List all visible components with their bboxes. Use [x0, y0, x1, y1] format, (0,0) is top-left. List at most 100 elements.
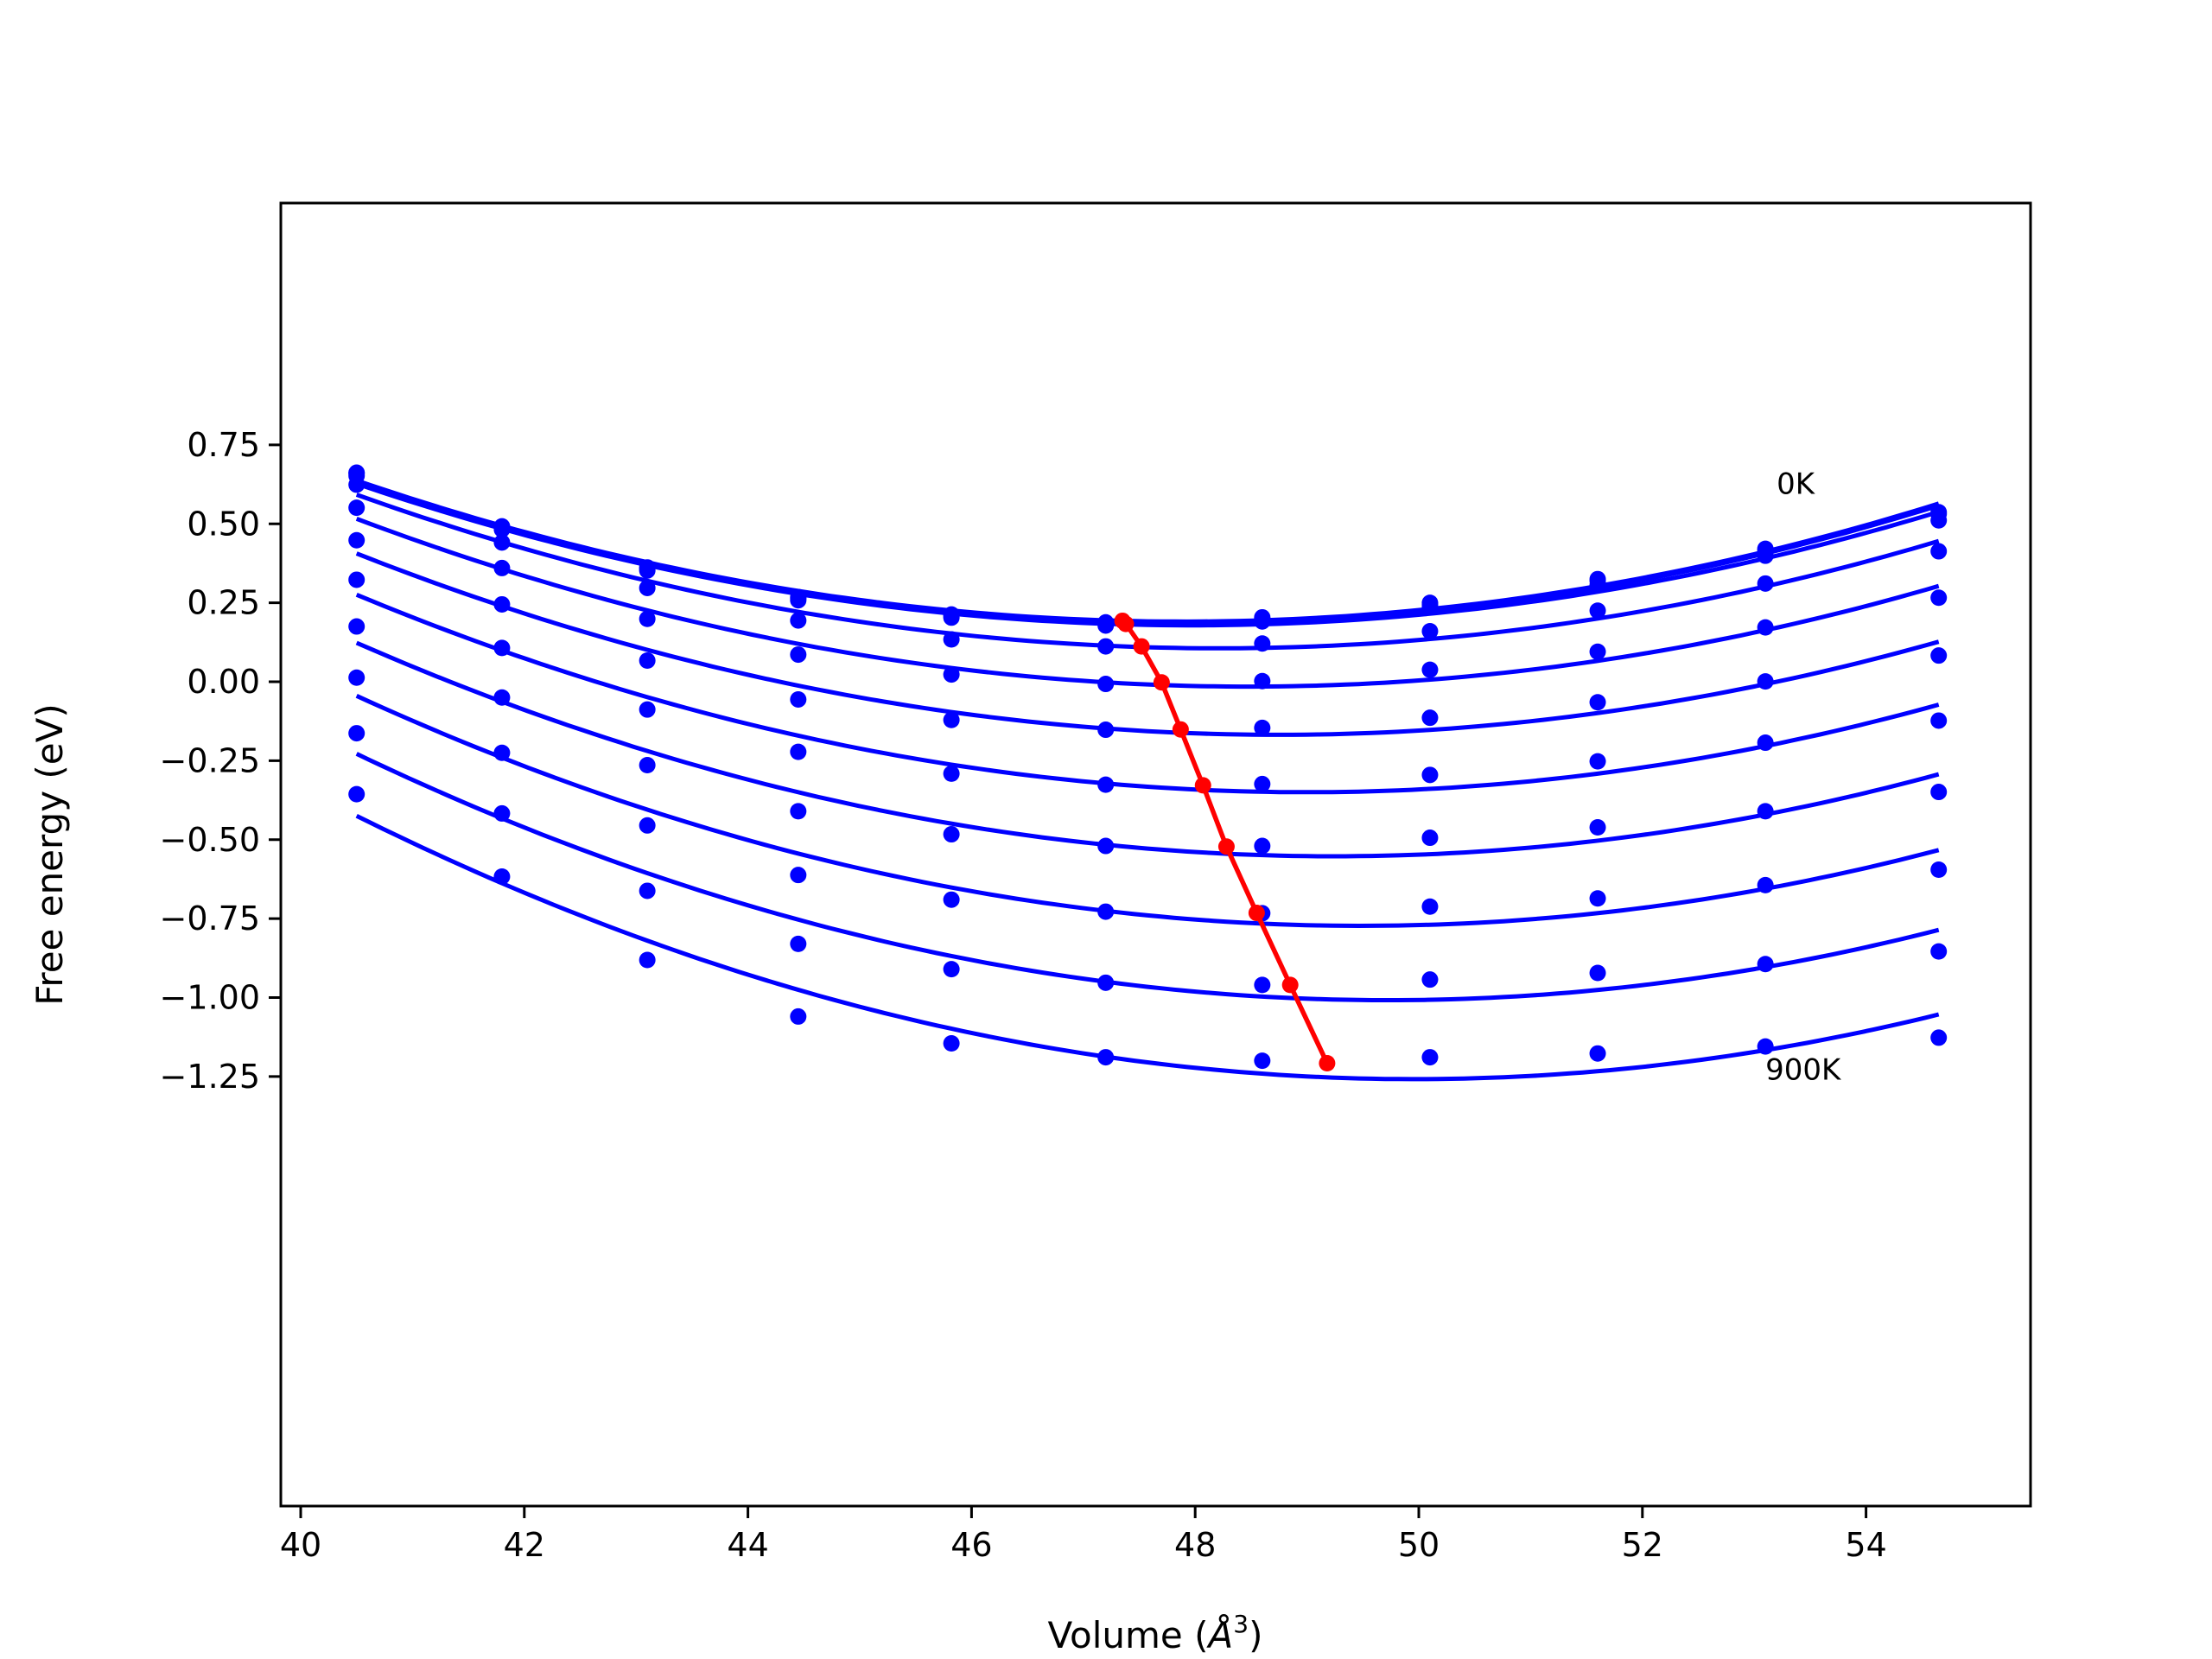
series-7-point-7 — [1421, 830, 1439, 847]
series-9-point-4 — [943, 961, 960, 978]
series-7-point-9 — [1757, 803, 1774, 820]
minima-point-6 — [1217, 838, 1235, 855]
series-9-point-5 — [1097, 974, 1115, 991]
series-7-point-0 — [348, 618, 365, 635]
y-tick-label-6: −0.75 — [160, 899, 260, 938]
series-3-point-1 — [493, 534, 511, 551]
series-6-point-6 — [1254, 775, 1271, 792]
series-6-point-8 — [1589, 753, 1606, 770]
series-2-point-4 — [943, 609, 960, 626]
series-9-point-7 — [1421, 971, 1439, 988]
series-8-point-8 — [1589, 890, 1606, 907]
series-6-point-4 — [943, 765, 960, 782]
y-tick-label-4: −0.25 — [160, 741, 260, 779]
axes: 40 42 44 46 48 50 52 54 0.75 0.50 0.25 0.00 −0.25 −0.… — [160, 426, 1887, 1564]
series-4-point-9 — [1757, 619, 1774, 636]
series-2-point-3 — [790, 592, 807, 609]
series-10-point-6 — [1254, 1052, 1271, 1070]
series-5-point-10 — [1930, 647, 1948, 664]
series-7-point-5 — [1097, 837, 1115, 855]
series-4-point-1 — [493, 559, 511, 576]
series-8-point-0 — [348, 669, 365, 686]
series-6-point-7 — [1421, 766, 1439, 784]
series-6-point-1 — [493, 639, 511, 657]
x-tick-label-0: 40 — [280, 1526, 321, 1564]
series-9-point-10 — [1930, 943, 1948, 960]
series-10-point-4 — [943, 1034, 960, 1052]
series-4-point-5 — [1097, 676, 1115, 693]
series-8-point-5 — [1097, 903, 1115, 920]
series-3-point-9 — [1757, 575, 1774, 592]
series-3-point-10 — [1930, 543, 1948, 560]
y-tick-label-7: −1.00 — [160, 979, 260, 1017]
series-6-point-3 — [790, 743, 807, 760]
series-6-point-9 — [1757, 734, 1774, 752]
series-3-point-3 — [790, 612, 807, 629]
series-10 — [348, 785, 1948, 1082]
series-7-point-4 — [943, 826, 960, 843]
series-3-point-7 — [1421, 623, 1439, 640]
series-7 — [348, 618, 1948, 859]
series-2-point-1 — [493, 521, 511, 538]
minima-line — [1121, 619, 1330, 1065]
series-7-point-8 — [1589, 818, 1606, 836]
minima-point-5 — [1194, 777, 1211, 794]
series-10-point-2 — [639, 951, 656, 969]
x-tick-label-1: 42 — [504, 1526, 545, 1564]
series-6 — [348, 571, 1948, 795]
annotations: 0K 900K — [1765, 467, 1842, 1088]
series-3-point-6 — [1254, 635, 1271, 652]
series-9-point-1 — [493, 804, 511, 822]
y-axis-label: Free energy (eV) — [29, 703, 71, 1006]
series-4-point-10 — [1930, 589, 1948, 607]
series-4-point-4 — [943, 666, 960, 683]
minima-series — [1114, 612, 1336, 1072]
series-7-fit-curve — [355, 640, 1940, 859]
series-5-point-3 — [790, 690, 807, 708]
x-tick-label-5: 50 — [1398, 1526, 1440, 1564]
annotation-0: 0K — [1777, 467, 1816, 502]
series-5-point-0 — [348, 531, 365, 549]
series-10-point-3 — [790, 1007, 807, 1025]
y-tick-label-3: 0.00 — [187, 663, 260, 701]
series-6-fit-curve — [355, 592, 1940, 795]
series-7-point-2 — [639, 756, 656, 773]
series-7-point-1 — [493, 689, 511, 706]
series-2-fit-curve — [355, 481, 1940, 628]
series-9-point-6 — [1254, 976, 1271, 994]
series-4-fit-curve — [355, 517, 1940, 690]
series-9-point-0 — [348, 725, 365, 742]
series-8-point-4 — [943, 891, 960, 908]
series-6-point-5 — [1097, 776, 1115, 793]
series-7-point-10 — [1930, 784, 1948, 801]
plot-frame — [279, 201, 2032, 1508]
series-5-point-9 — [1757, 673, 1774, 690]
series-5-fit-curve — [355, 551, 1940, 737]
series-3-point-4 — [943, 631, 960, 648]
series-2-point-9 — [1757, 547, 1774, 564]
series-8-point-3 — [790, 867, 807, 884]
series-2-point-2 — [639, 562, 656, 579]
minima-point-8 — [1281, 976, 1299, 994]
series-8-point-7 — [1421, 898, 1439, 915]
series-7-point-3 — [790, 803, 807, 820]
minima-point-3 — [1153, 674, 1170, 691]
series-2 — [348, 467, 1948, 634]
series-7-point-6 — [1254, 837, 1271, 855]
x-axis-label-main: Volume ( — [1048, 1614, 1209, 1656]
x-axis-label-exponent: 3 — [1233, 1610, 1249, 1638]
x-axis-label-symbol: Å — [1206, 1613, 1234, 1656]
series-8-point-1 — [493, 744, 511, 761]
x-tick-label-3: 46 — [950, 1526, 992, 1564]
series-5-point-8 — [1589, 694, 1606, 711]
series-10-point-7 — [1421, 1049, 1439, 1066]
series-4-point-7 — [1421, 661, 1439, 678]
series-3-point-8 — [1589, 602, 1606, 620]
plot-area — [281, 203, 2031, 1506]
series-10-fit-curve — [355, 813, 1940, 1082]
series-5 — [348, 531, 1948, 739]
series-8-point-2 — [639, 817, 656, 834]
series-4-point-0 — [348, 499, 365, 517]
series-5-point-1 — [493, 595, 511, 613]
series-6-point-10 — [1930, 712, 1948, 729]
